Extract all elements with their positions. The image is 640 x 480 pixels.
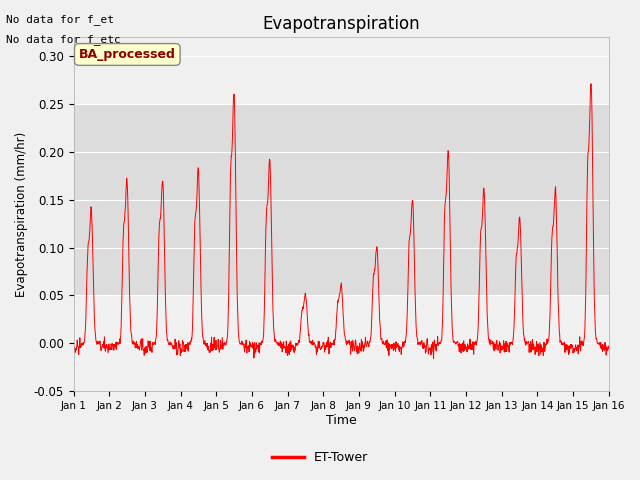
- Legend: ET-Tower: ET-Tower: [268, 446, 372, 469]
- X-axis label: Time: Time: [326, 414, 356, 427]
- Title: Evapotranspiration: Evapotranspiration: [262, 15, 420, 33]
- Text: No data for f_etc: No data for f_etc: [6, 34, 121, 45]
- Text: BA_processed: BA_processed: [79, 48, 176, 61]
- Text: No data for f_et: No data for f_et: [6, 14, 115, 25]
- Y-axis label: Evapotranspiration (mm/hr): Evapotranspiration (mm/hr): [15, 132, 28, 297]
- Bar: [74, 104, 609, 296]
